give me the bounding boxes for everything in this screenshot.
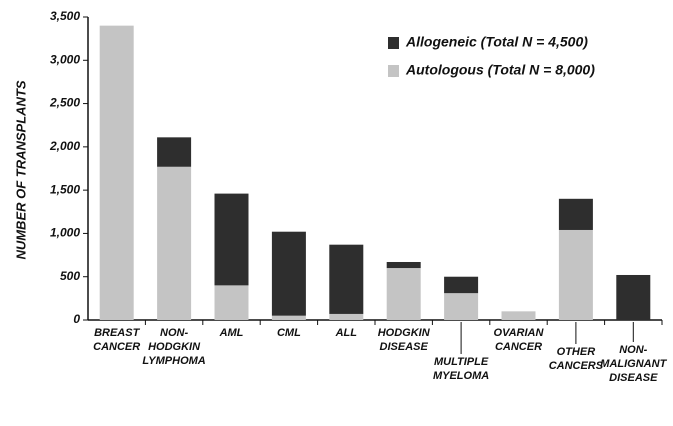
- x-tick-label: AML: [219, 327, 244, 339]
- bar-segment: [616, 274, 651, 320]
- bar-segment: [558, 229, 593, 320]
- x-tick-label: MALIGNANT: [600, 358, 667, 370]
- x-tick-label: CANCER: [93, 341, 140, 353]
- bar-segment: [444, 293, 479, 320]
- y-axis-label: NUMBER OF TRANSPLANTS: [13, 80, 28, 259]
- x-tick-label: DISEASE: [609, 372, 658, 384]
- y-tick-label: 2,000: [49, 139, 80, 153]
- y-tick-label: 2,500: [49, 96, 80, 110]
- x-tick-label: ALL: [335, 327, 358, 339]
- x-tick-label: BREAST: [94, 327, 141, 339]
- x-tick-label: MULTIPLE: [434, 356, 489, 368]
- bar-segment: [214, 285, 249, 320]
- x-tick-label: LYMPHOMA: [142, 355, 205, 367]
- legend-swatch: [388, 65, 399, 77]
- x-tick-label: MYELOMA: [433, 370, 489, 382]
- x-tick-label: HODGKIN: [148, 341, 201, 353]
- x-tick-label: OTHER: [557, 346, 596, 358]
- bar-segment: [329, 244, 364, 314]
- legend-label: Autologous (Total N = 8,000): [405, 62, 595, 78]
- bar-segment: [558, 198, 593, 230]
- bar-segment: [386, 261, 421, 269]
- x-tick-label: HODGKIN: [378, 327, 431, 339]
- x-tick-label: DISEASE: [380, 341, 429, 353]
- bar-segment: [444, 276, 479, 294]
- x-tick-label: CANCERS: [549, 360, 604, 372]
- x-tick-label: NON-: [160, 327, 188, 339]
- y-tick-label: 1,500: [50, 182, 80, 196]
- y-tick-label: 3,500: [50, 9, 80, 23]
- bar-segment: [157, 137, 192, 167]
- legend-swatch: [388, 37, 399, 49]
- bar-segment: [501, 311, 536, 320]
- bar-segment: [214, 193, 249, 286]
- y-tick-label: 1,000: [50, 226, 80, 240]
- bar-segment: [271, 315, 306, 320]
- x-tick-label: CML: [277, 327, 301, 339]
- y-tick-label: 500: [60, 269, 80, 283]
- x-tick-label: CANCER: [495, 341, 542, 353]
- bar-segment: [386, 268, 421, 320]
- legend-label: Allogeneic (Total N = 4,500): [405, 34, 588, 50]
- bar-segment: [271, 231, 306, 316]
- bar-segment: [99, 25, 134, 321]
- bar-segment: [329, 313, 364, 320]
- x-tick-label: NON-: [619, 344, 647, 356]
- bar-segment: [157, 166, 192, 320]
- y-tick-label: 3,000: [50, 52, 80, 66]
- x-tick-label: OVARIAN: [494, 327, 545, 339]
- y-tick-label: 0: [73, 312, 80, 326]
